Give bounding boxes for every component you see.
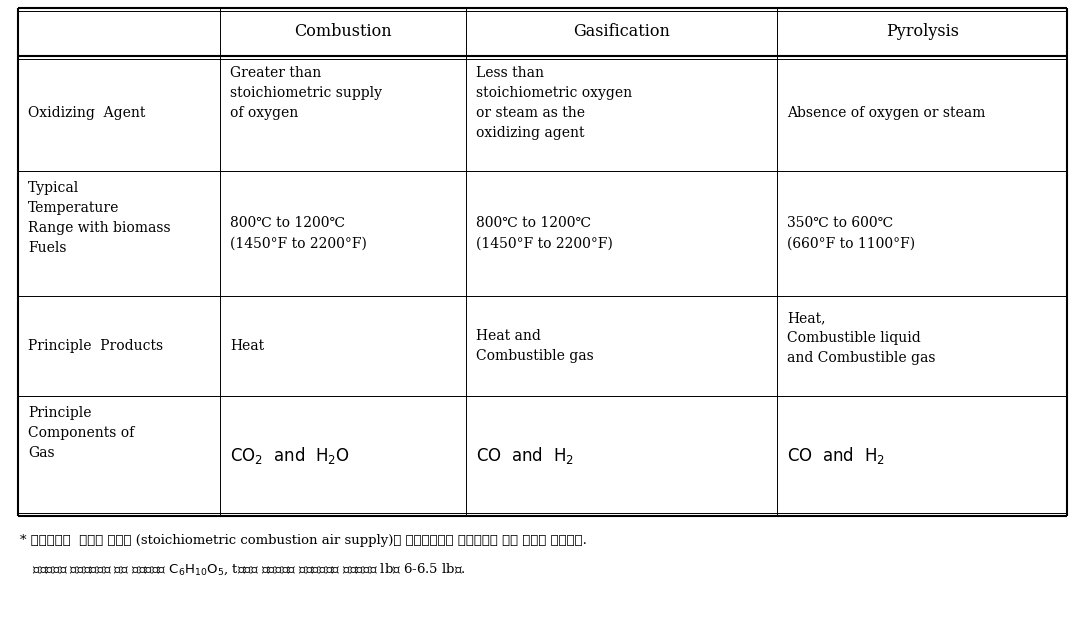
Text: Principle
Components of
Gas: Principle Components of Gas [28,406,135,460]
Text: $\mathrm{CO}$  and  $\mathrm{H_2}$: $\mathrm{CO}$ and $\mathrm{H_2}$ [788,446,885,467]
Text: 350℃ to 600℃
(660°F to 1100°F): 350℃ to 600℃ (660°F to 1100°F) [788,217,916,251]
Text: Typical
Temperature
Range with biomass
Fuels: Typical Temperature Range with biomass F… [28,181,170,255]
Text: Less than
stoichiometric oxygen
or steam as the
oxidizing agent: Less than stoichiometric oxygen or steam… [476,66,633,140]
Text: 800℃ to 1200℃
(1450°F to 2200°F): 800℃ to 1200℃ (1450°F to 2200°F) [476,217,613,251]
Text: * 당량비적인  연소용 공기량 (stoichiometric combustion air supply)은 바이오매스의 완전연소를 위해 필요한 공기량: * 당량비적인 연소용 공기량 (stoichiometric combusti… [20,534,587,547]
Text: $\mathrm{CO_2}$  and  $\mathrm{H_2O}$: $\mathrm{CO_2}$ and $\mathrm{H_2O}$ [230,446,350,467]
Text: 800℃ to 1200℃
(1450°F to 2200°F): 800℃ to 1200℃ (1450°F to 2200°F) [230,217,367,251]
Text: Absence of oxygen or steam: Absence of oxygen or steam [788,107,986,120]
Text: Greater than
stoichiometric supply
of oxygen: Greater than stoichiometric supply of ox… [230,66,382,120]
Text: Heat,
Combustible liquid
and Combustible gas: Heat, Combustible liquid and Combustible… [788,311,936,365]
Text: Principle  Products: Principle Products [28,339,163,353]
Text: Heat and
Combustible gas: Heat and Combustible gas [476,329,593,363]
Text: Combustion: Combustion [294,24,392,41]
Text: Heat: Heat [230,339,265,353]
Text: 셀룰로오스 바이오매스의 경우 평균조성이 $\mathrm{C_6H_{10}O_5}$, t이므로 당량비적인 공기공급량은 바이오매스 lb당 6-6.5: 셀룰로오스 바이오매스의 경우 평균조성이 $\mathrm{C_6H_{10}… [20,562,465,577]
Text: $\mathrm{CO}$  and  $\mathrm{H_2}$: $\mathrm{CO}$ and $\mathrm{H_2}$ [476,446,574,467]
Text: Oxidizing  Agent: Oxidizing Agent [28,107,145,120]
Text: Gasification: Gasification [573,24,671,41]
Text: Pyrolysis: Pyrolysis [885,24,959,41]
